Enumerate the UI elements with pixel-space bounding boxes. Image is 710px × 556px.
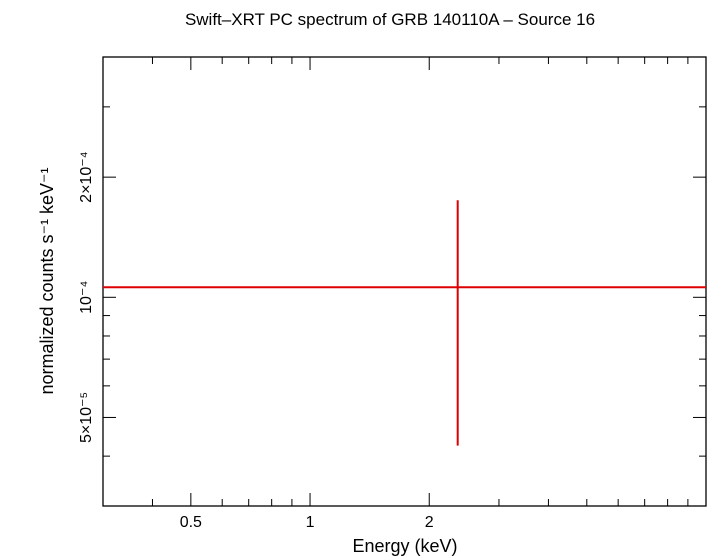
x-tick-label: 0.5	[180, 514, 202, 531]
x-axis: 0.5 1 2	[102, 57, 707, 531]
data-series	[103, 200, 706, 446]
y-axis-label: normalized counts s⁻¹ keV⁻¹	[37, 167, 57, 394]
y-tick-label: 10⁻⁴	[78, 281, 95, 314]
y-axis: 5×10⁻⁵ 10⁻⁴ 2×10⁻⁴	[78, 56, 706, 507]
y-tick-label: 2×10⁻⁴	[78, 151, 95, 202]
x-tick-label: 2	[425, 514, 434, 531]
chart-title: Swift–XRT PC spectrum of GRB 140110A – S…	[185, 10, 595, 29]
y-tick-label: 5×10⁻⁵	[78, 392, 95, 443]
plot-frame	[102, 56, 707, 507]
x-tick-label: 1	[306, 514, 315, 531]
x-axis-label: Energy (keV)	[352, 536, 457, 556]
